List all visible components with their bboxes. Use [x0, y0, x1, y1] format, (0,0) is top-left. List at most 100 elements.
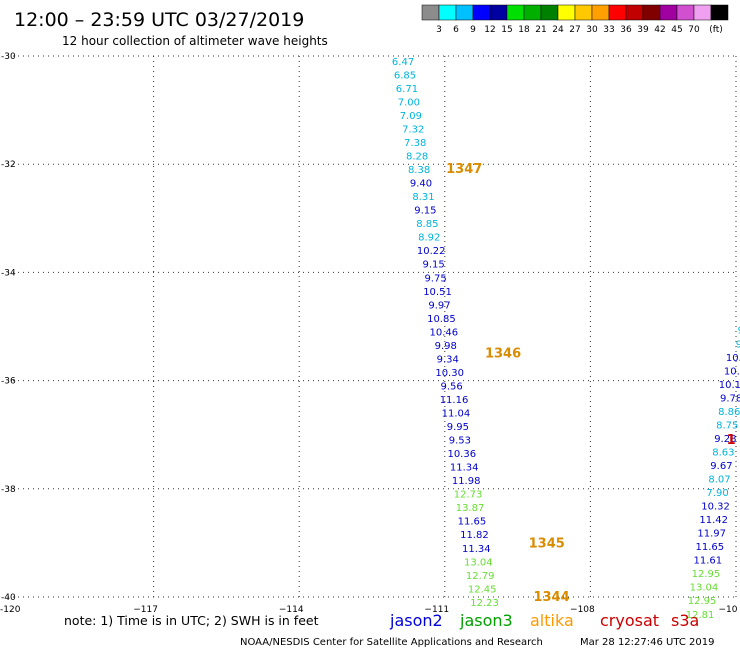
y-tick-label: -36 [1, 377, 16, 387]
colorbar-swatch [659, 4, 678, 21]
colorbar-label: 42 [654, 25, 665, 35]
wave-height-points: 6.47 6.85 6.71 7.00 7.09 7.32 7.38 8.28 8.38 9.40… [392, 57, 740, 621]
wave-height-value: 8.63 [712, 447, 734, 458]
wave-height-value: 11.65 [695, 542, 724, 553]
wave-height-value: 9.15 [423, 260, 445, 271]
colorbar-label: 30 [586, 25, 598, 35]
wave-height-value: 10.46 [430, 327, 459, 338]
colorbar-swatch [693, 4, 712, 21]
wave-height-value: 11.34 [450, 463, 479, 474]
x-tick-label: −114 [279, 605, 304, 615]
colorbar-swatch [421, 4, 440, 21]
footer-credit: NOAA/NESDIS Center for Satellite Applica… [240, 637, 543, 648]
x-origin-label: -120 [0, 605, 21, 615]
wave-height-value: 8.85 [416, 219, 438, 230]
colorbar-label: 27 [569, 25, 580, 35]
colorbar-swatch [540, 4, 559, 21]
wave-height-value: 10.1 [724, 366, 740, 377]
wave-height-value: 11.98 [452, 476, 481, 487]
wave-height-value: 11.42 [699, 515, 728, 526]
pass-number: 1345 [529, 536, 565, 551]
wave-height-value: 8.28 [406, 152, 428, 163]
wave-height-value: 8.07 [708, 475, 730, 486]
legend-s3a: s3a [671, 611, 699, 630]
y-tick-label: -38 [1, 485, 16, 495]
wave-height-value: 8.75 [716, 420, 738, 431]
legend-altika: altika [530, 611, 574, 630]
colorbar-swatch [676, 4, 695, 21]
colorbar-label: 15 [501, 25, 512, 35]
wave-height-value: 13.87 [456, 503, 485, 514]
chart-subtitle: 12 hour collection of altimeter wave hei… [62, 34, 328, 48]
footer-timestamp: Mar 28 12:27:46 UTC 2019 [580, 637, 715, 648]
chart-title: 12:00 – 23:59 UTC 03/27/2019 [14, 9, 304, 31]
colorbar-label: 33 [603, 25, 614, 35]
colorbar-label: 21 [535, 25, 546, 35]
wave-height-value: 12.73 [454, 490, 483, 501]
colorbar-swatch [608, 4, 627, 21]
wave-height-value: 7.09 [400, 111, 422, 122]
colorbar-label: 24 [552, 25, 564, 35]
colorbar-unit: (ft) [709, 25, 723, 35]
wave-height-value: 11.97 [697, 529, 726, 540]
pass-labels: 1347 1346 1345 1344 1 [446, 162, 736, 605]
colorbar-label: 36 [620, 25, 632, 35]
wave-height-value: 11.04 [442, 409, 471, 420]
y-tick-labels: -30 -32 -34 -36 -38 -40 [1, 52, 16, 603]
wave-height-value: 12.23 [470, 598, 499, 609]
wave-height-value: 9.34 [437, 354, 459, 365]
colorbar-swatch [472, 4, 491, 21]
legend-cryosat: cryosat [600, 611, 659, 630]
pass-number: 1344 [533, 590, 569, 605]
colorbar-swatch [710, 4, 729, 21]
wave-height-value: 12.79 [466, 571, 495, 582]
wave-height-value: 6.85 [394, 70, 416, 81]
x-tick-label: −117 [133, 605, 158, 615]
colorbar-swatch [438, 4, 457, 21]
pass-number: 1346 [485, 346, 521, 361]
wave-height-value: 13.04 [464, 557, 493, 568]
colorbar-label: 18 [518, 25, 530, 35]
colorbar-swatch [625, 4, 644, 21]
pass-number: 1347 [446, 162, 482, 177]
wave-height-value: 11.34 [462, 544, 491, 555]
wave-height-value: 11.61 [694, 556, 723, 567]
x-tick-label: −108 [570, 605, 595, 615]
y-tick-label: -40 [1, 593, 16, 603]
wave-height-value: 7.32 [402, 124, 424, 135]
wave-height-value: 10.32 [701, 502, 730, 513]
wave-height-value: 9.56 [440, 381, 462, 392]
wave-height-value: 13.04 [690, 583, 719, 594]
legend-jason3: jason3 [459, 611, 513, 630]
colorbar-label: 39 [637, 25, 649, 35]
y-tick-label: -32 [1, 160, 16, 170]
wave-height-value: 11.16 [440, 395, 469, 406]
colorbar-label: 70 [688, 25, 700, 35]
lat-lon-grid [8, 55, 737, 598]
wave-height-value: 9.28 [714, 434, 736, 445]
wave-height-value: 6.47 [392, 57, 414, 68]
wave-height-value: 7.38 [404, 138, 426, 149]
colorbar-swatch [455, 4, 474, 21]
wave-height-value: 8.38 [408, 165, 430, 176]
x-tick-label: −111 [424, 605, 449, 615]
wave-height-value: 12.95 [688, 596, 717, 607]
colorbar-label: 45 [671, 25, 682, 35]
colorbar-swatch [591, 4, 610, 21]
pass-number: 1 [727, 433, 736, 448]
wave-height-value: 9 [738, 326, 740, 337]
wave-height-colorbar: 3 6 9 12 15 18 21 24 27 30 33 36 39 42 45 70 (ft) [421, 4, 729, 35]
colorbar-swatch [574, 4, 593, 21]
colorbar-swatch [506, 4, 525, 21]
wave-height-value: 12.45 [468, 584, 497, 595]
wave-height-value: 9.40 [410, 179, 432, 190]
wave-height-value: 9 [736, 339, 740, 350]
y-tick-label: -34 [1, 268, 16, 278]
colorbar-swatch [489, 4, 508, 21]
wave-height-value: 9.15 [414, 206, 436, 217]
wave-height-value: 10.36 [447, 449, 476, 460]
colorbar-label: 3 [436, 25, 442, 35]
wave-height-value: 10.51 [423, 287, 452, 298]
wave-height-value: 12.95 [692, 569, 721, 580]
legend-jason2: jason2 [389, 611, 443, 630]
